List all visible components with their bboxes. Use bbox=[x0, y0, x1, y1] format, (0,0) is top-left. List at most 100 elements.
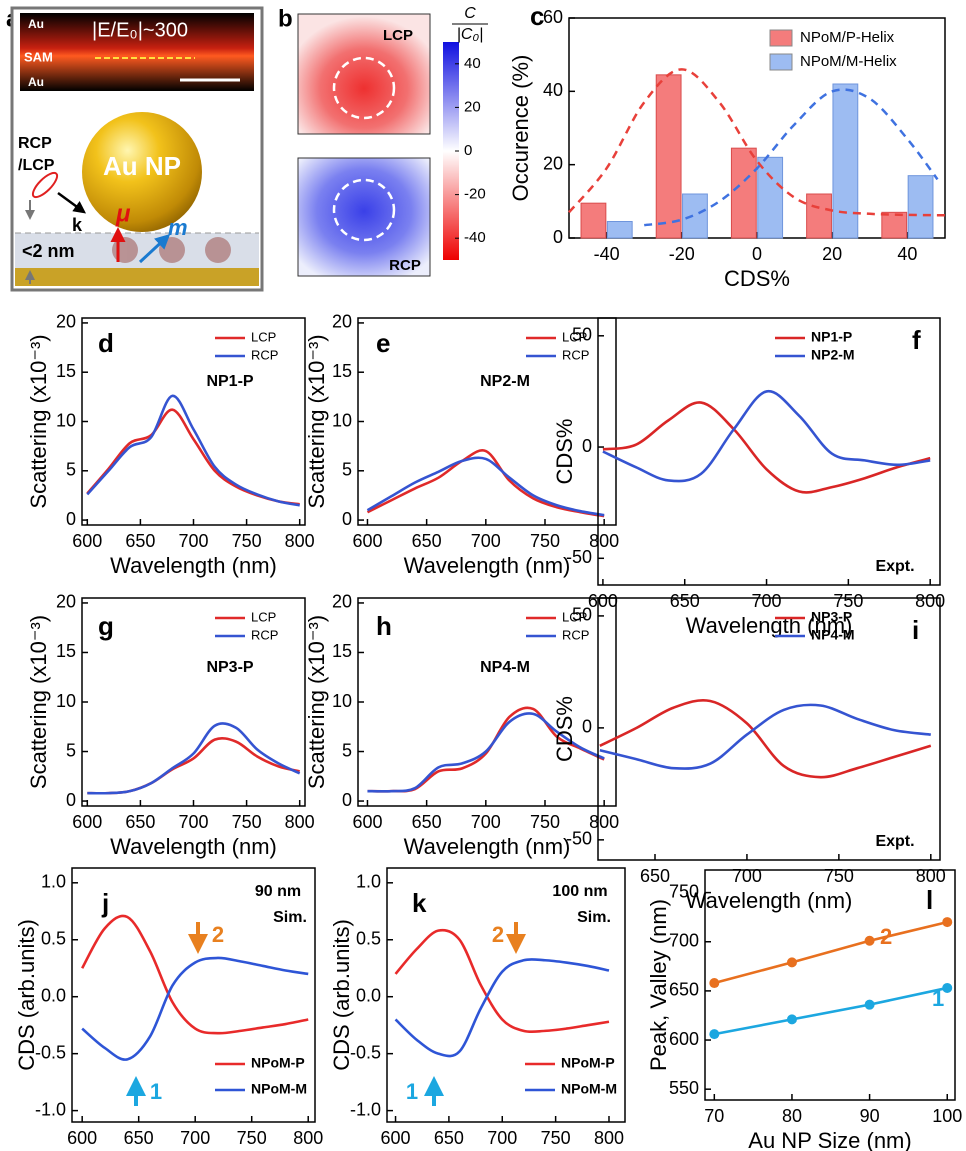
y-tick-label: 60 bbox=[543, 7, 563, 27]
x-tick-label: 700 bbox=[752, 591, 782, 611]
x-tick-label: 600 bbox=[381, 1128, 411, 1148]
series-line bbox=[568, 68, 946, 217]
y-tick-label: 10 bbox=[56, 691, 76, 711]
y-axis-label: Scattering (x10⁻³) bbox=[26, 615, 51, 789]
map-rcp bbox=[297, 157, 431, 277]
x-tick-label: 70 bbox=[704, 1106, 724, 1126]
x-axis-label: Wavelength (nm) bbox=[686, 613, 853, 638]
map-lcp bbox=[297, 13, 431, 135]
bar bbox=[655, 74, 682, 239]
nanoparticle bbox=[82, 112, 202, 232]
legend-label: NP3-P bbox=[811, 609, 852, 625]
panel-letter: j bbox=[101, 888, 109, 918]
point bbox=[786, 1014, 797, 1025]
legend-label: NP1-P bbox=[811, 329, 852, 345]
bar bbox=[881, 211, 908, 239]
y-tick-label: 700 bbox=[669, 931, 699, 951]
x-tick-label: 800 bbox=[589, 812, 619, 832]
annotation: 2 bbox=[212, 922, 224, 947]
y-axis-label: Scattering (x10⁻³) bbox=[304, 615, 329, 789]
y-tick-label: 10 bbox=[56, 410, 76, 430]
series-line bbox=[87, 736, 300, 795]
y-tick-label: 10 bbox=[332, 410, 352, 430]
label: μ bbox=[115, 200, 131, 227]
y-tick-label: 0.5 bbox=[356, 929, 381, 949]
x-tick-label: 650 bbox=[124, 1128, 154, 1148]
x-tick-label: 800 bbox=[589, 531, 619, 551]
y-tick-label: 5 bbox=[66, 460, 76, 480]
y-tick-label: 0 bbox=[582, 717, 592, 737]
y-tick-label: 5 bbox=[342, 740, 352, 760]
bar bbox=[757, 156, 784, 239]
point bbox=[942, 917, 953, 928]
label: RCP bbox=[389, 257, 421, 274]
panel-b: b LCP RCP C |C₀| bbox=[278, 5, 488, 277]
particle-outline bbox=[332, 178, 396, 242]
panel-letter: k bbox=[412, 888, 427, 918]
panel-a: a Au |E/E₀|~300 SAM Au Au NP RCP /LCP k … bbox=[6, 5, 264, 292]
label: Au bbox=[28, 75, 44, 89]
x-tick-label: 650 bbox=[125, 531, 155, 551]
x-tick-label: 750 bbox=[237, 1128, 267, 1148]
series-line bbox=[87, 722, 301, 795]
x-tick-label: 650 bbox=[434, 1128, 464, 1148]
x-tick-label: 700 bbox=[180, 1128, 210, 1148]
panel-letter: f bbox=[912, 325, 921, 355]
legend-swatch bbox=[769, 29, 793, 47]
label: m bbox=[168, 215, 188, 240]
x-tick-label: 100 bbox=[932, 1106, 962, 1126]
x-tick-label: 750 bbox=[530, 531, 560, 551]
x-tick-label: 20 bbox=[822, 244, 842, 264]
legend-label: LCP bbox=[251, 609, 276, 624]
x-tick-label: 600 bbox=[72, 531, 102, 551]
x-tick-label: 650 bbox=[640, 866, 670, 886]
y-tick-label: 0 bbox=[66, 509, 76, 529]
legend-label: RCP bbox=[251, 627, 278, 642]
x-tick-label: 800 bbox=[594, 1128, 624, 1148]
annotation: 90 nm bbox=[255, 883, 301, 900]
annotation: Expt. bbox=[875, 833, 914, 850]
y-tick-label: 50 bbox=[572, 605, 592, 625]
y-tick-label: 5 bbox=[342, 460, 352, 480]
y-tick-label: 1.0 bbox=[356, 872, 381, 892]
label: RCP bbox=[18, 135, 52, 152]
x-tick-label: 650 bbox=[412, 531, 442, 551]
substrate bbox=[15, 268, 259, 286]
label: <2 nm bbox=[22, 241, 75, 261]
annotation: Sim. bbox=[577, 909, 611, 926]
panel-letter: i bbox=[912, 615, 919, 645]
label: SAM bbox=[24, 49, 53, 64]
x-tick-label: 800 bbox=[293, 1128, 323, 1148]
y-tick-label: 15 bbox=[332, 641, 352, 661]
x-tick-label: 800 bbox=[916, 866, 946, 886]
series-line bbox=[81, 956, 309, 1061]
plot-frame bbox=[597, 317, 941, 586]
x-tick-label: 600 bbox=[352, 812, 382, 832]
point bbox=[942, 982, 953, 993]
panel-letter: g bbox=[98, 611, 114, 641]
y-tick-label: 0 bbox=[66, 790, 76, 810]
x-axis-label: Wavelength (nm) bbox=[404, 553, 571, 578]
series-label: 1 bbox=[932, 986, 944, 1011]
x-axis-label: Wavelength (nm) bbox=[686, 888, 853, 913]
legend-label: NPoM/M-Helix bbox=[800, 53, 897, 70]
y-tick-label: 0.5 bbox=[41, 929, 66, 949]
y-tick-label: 10 bbox=[332, 691, 352, 711]
x-axis-label: Wavelength (nm) bbox=[110, 834, 277, 859]
panel-letter: c bbox=[530, 1, 544, 31]
legend-label: NPoM-P bbox=[561, 1055, 615, 1071]
label: k bbox=[72, 215, 83, 235]
label: /LCP bbox=[18, 157, 55, 174]
particle-outline bbox=[332, 56, 396, 120]
annotation: NP3-P bbox=[206, 659, 253, 676]
legend-label: LCP bbox=[251, 329, 276, 344]
series-line bbox=[366, 449, 605, 518]
y-tick-label: 20 bbox=[332, 592, 352, 612]
plot-frame bbox=[597, 597, 941, 861]
series-line bbox=[367, 712, 605, 793]
bar bbox=[606, 221, 633, 239]
y-tick-label: 20 bbox=[56, 312, 76, 332]
y-tick-label: 15 bbox=[56, 361, 76, 381]
x-axis-label: Wavelength (nm) bbox=[110, 1150, 277, 1151]
x-tick-label: 800 bbox=[285, 531, 315, 551]
